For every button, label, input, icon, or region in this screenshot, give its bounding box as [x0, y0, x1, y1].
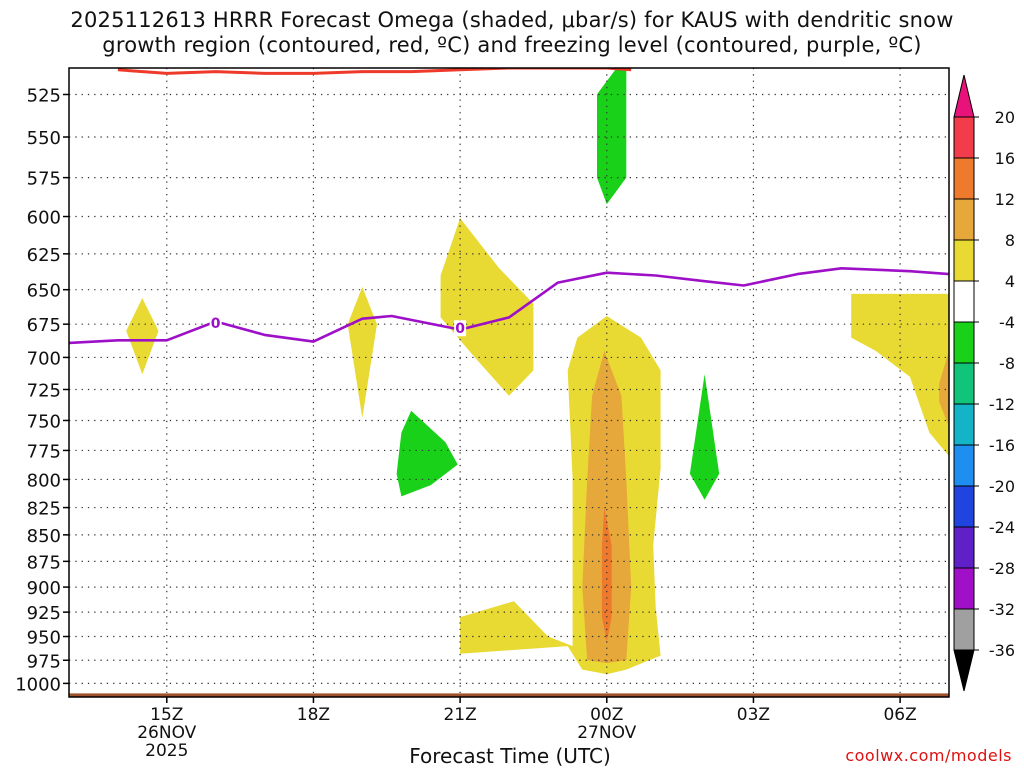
colorbar-swatch — [953, 239, 975, 282]
y-tick-label: 625 — [27, 245, 61, 266]
omega-region-orange-00z — [582, 350, 632, 664]
y-tick-label: 725 — [27, 380, 61, 401]
omega-region-red-00z — [601, 507, 612, 642]
colorbar-swatch — [953, 116, 975, 159]
y-tick-label: 1000 — [15, 674, 61, 695]
y-tick-label: 925 — [27, 603, 61, 624]
omega-region-yellow-22z — [440, 218, 534, 396]
y-tick-label: 900 — [27, 578, 61, 599]
y-tick-label: 775 — [27, 441, 61, 462]
y-tick-label: 750 — [27, 411, 61, 432]
colorbar-label: 8 — [1005, 231, 1015, 250]
y-tick-label: 525 — [27, 85, 61, 106]
x-tick-label: 15Z — [150, 705, 183, 725]
y-tick-label: 800 — [27, 470, 61, 491]
x-tick-date: 27NOV — [577, 723, 636, 743]
y-tick-label: 650 — [27, 281, 61, 302]
y-tick-label: 575 — [27, 169, 61, 190]
colorbar-swatch — [953, 526, 975, 569]
plot-frame — [68, 67, 950, 698]
y-tick-label: 850 — [27, 526, 61, 547]
colorbar-label: -12 — [989, 395, 1015, 414]
y-tick-label: 600 — [27, 208, 61, 229]
x-tick-label: 06Z — [883, 705, 916, 725]
y-tick-label: 975 — [27, 651, 61, 672]
x-tick-label: 03Z — [737, 705, 770, 725]
freezing-level-contour-label: 0 — [455, 321, 465, 337]
omega-region-green-20z — [396, 410, 458, 497]
colorbar-swatch — [953, 608, 975, 651]
y-tick-label: 950 — [27, 628, 61, 649]
colorbar-label: -20 — [989, 477, 1015, 496]
y-tick-label: 825 — [27, 499, 61, 520]
x-tick-date: 26NOV — [137, 723, 196, 743]
freezing-level-label-bg — [454, 320, 467, 337]
x-tick-label: 21Z — [443, 705, 476, 725]
colorbar-label: -24 — [989, 518, 1015, 537]
y-tick-label: 675 — [27, 315, 61, 336]
colorbar-swatch — [953, 321, 975, 364]
colorbar-swatch — [953, 485, 975, 528]
terrain-fill — [69, 693, 949, 697]
colorbar-label: -8 — [999, 354, 1015, 373]
y-tick-label: 875 — [27, 552, 61, 573]
colorbar-label: -32 — [989, 600, 1015, 619]
colorbar-label: 4 — [1005, 272, 1015, 291]
colorbar-swatch — [953, 280, 975, 323]
colorbar-swatch — [953, 198, 975, 241]
colorbar-bottom-arrow — [953, 649, 975, 692]
colorbar-swatch — [953, 362, 975, 405]
colorbar-label: -16 — [989, 436, 1015, 455]
omega-region-green-02z — [689, 374, 720, 500]
colorbar-label: -4 — [999, 313, 1015, 332]
x-tick-label: 00Z — [590, 705, 623, 725]
colorbar-label: 16 — [995, 149, 1015, 168]
chart-title-line2: growth region (contoured, red, ºC) and f… — [102, 33, 922, 57]
y-tick-label: 550 — [27, 128, 61, 149]
freezing-level-label-bg — [209, 314, 222, 331]
colorbar-label: -28 — [989, 559, 1015, 578]
freezing-level-contour-label: 0 — [211, 316, 221, 332]
credit-text: coolwx.com/models — [845, 746, 1012, 765]
omega-region-orange-06z — [939, 350, 949, 427]
colorbar-label: -36 — [989, 641, 1015, 660]
colorbar-label: 12 — [995, 190, 1015, 209]
colorbar-swatch — [953, 157, 975, 200]
omega-region-green-00z-top — [597, 68, 627, 205]
omega-region-yellow-19z — [347, 286, 377, 418]
omega-region-yellow-06z — [851, 293, 949, 457]
colorbar-label: 20 — [995, 108, 1015, 127]
y-tick-label: 700 — [27, 348, 61, 369]
x-tick-label: 18Z — [297, 705, 330, 725]
colorbar-swatch — [953, 567, 975, 610]
colorbar-swatch — [953, 403, 975, 446]
omega-region-yellow-15z — [126, 298, 159, 375]
x-axis-label: Forecast Time (UTC) — [409, 744, 611, 768]
colorbar-top-arrow — [953, 74, 975, 118]
chart-title: 2025112613 HRRR Forecast Omega (shaded, … — [70, 8, 954, 32]
dgz-contour-line — [117, 68, 632, 75]
colorbar-swatch — [953, 444, 975, 487]
x-tick-year: 2025 — [145, 741, 188, 761]
